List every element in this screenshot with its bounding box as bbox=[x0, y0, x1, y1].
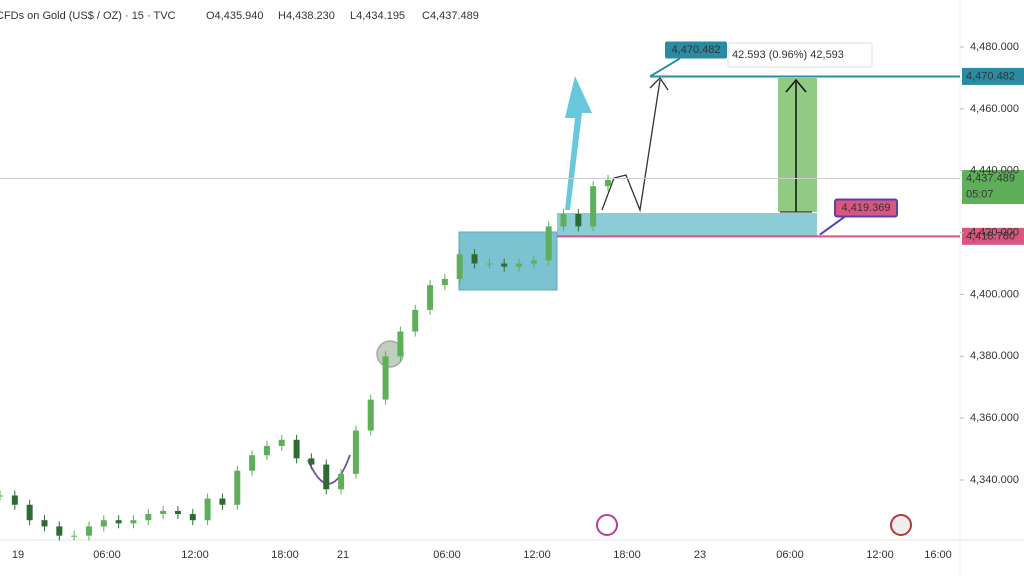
candle bbox=[352, 430, 359, 474]
ohlc-value: C4,437.489 bbox=[422, 10, 479, 22]
event-icon[interactable] bbox=[596, 514, 618, 536]
up-arrow bbox=[565, 76, 592, 210]
x-tick-label: 19 bbox=[12, 549, 24, 561]
candle bbox=[160, 510, 167, 515]
candle bbox=[397, 331, 404, 357]
candle bbox=[71, 535, 78, 537]
candle bbox=[293, 439, 300, 459]
candle bbox=[189, 514, 196, 521]
price-label: 4,470.482 bbox=[966, 70, 1015, 82]
candle bbox=[41, 520, 48, 527]
candle bbox=[382, 356, 389, 400]
candle bbox=[145, 514, 152, 521]
candle bbox=[367, 399, 374, 431]
ohlc-value: H4,438.230 bbox=[278, 10, 335, 22]
candle bbox=[516, 263, 523, 267]
x-tick-label: 06:00 bbox=[433, 549, 461, 561]
price-label: 4,437.489 bbox=[966, 172, 1015, 184]
candle bbox=[219, 498, 226, 505]
y-tick-label: 4,440.000 bbox=[970, 165, 1019, 177]
candle bbox=[471, 254, 478, 264]
target-tag: 4,470.482 bbox=[672, 44, 721, 56]
price-label-box bbox=[962, 67, 1024, 85]
x-tick-label: 12:00 bbox=[866, 549, 894, 561]
candle bbox=[11, 495, 18, 505]
chart-title: CFDs on Gold (US$ / OZ) · 15 · TVC bbox=[0, 10, 176, 22]
x-tick-label: 06:00 bbox=[93, 549, 121, 561]
candle bbox=[427, 285, 434, 310]
stop-tag-box bbox=[834, 198, 898, 218]
stop-tag-pointer bbox=[819, 215, 846, 236]
candle bbox=[456, 254, 463, 279]
candle bbox=[56, 526, 63, 536]
candle bbox=[590, 186, 597, 227]
x-tick-label: 16:00 bbox=[924, 549, 952, 561]
candle bbox=[26, 504, 33, 521]
y-tick-label: 4,360.000 bbox=[970, 412, 1019, 424]
candle bbox=[278, 439, 285, 446]
x-tick-label: 06:00 bbox=[776, 549, 804, 561]
x-tick-label: 18:00 bbox=[613, 549, 641, 561]
candle bbox=[323, 464, 330, 490]
candle bbox=[338, 473, 345, 490]
x-tick-label: 12:00 bbox=[181, 549, 209, 561]
countdown: 05:07 bbox=[966, 188, 994, 200]
ohlc-legend: O4,435.940 H4,438.230 L4,434.195 C4,437.489 bbox=[206, 10, 479, 22]
y-tick-label: 4,480.000 bbox=[970, 41, 1019, 53]
projection-arrow bbox=[649, 76, 669, 91]
candle bbox=[486, 263, 493, 265]
y-tick-label: 4,380.000 bbox=[970, 350, 1019, 362]
y-tick-label: 4,460.000 bbox=[970, 103, 1019, 115]
candle bbox=[560, 214, 567, 227]
price-label: 4,418.780 bbox=[966, 230, 1015, 242]
candle bbox=[501, 263, 508, 267]
candle bbox=[174, 510, 181, 515]
profit-zone bbox=[778, 78, 817, 212]
ohlc-value: O4,435.940 bbox=[206, 10, 264, 22]
entry-zone bbox=[557, 213, 817, 237]
stop-tag: 4,419.369 bbox=[842, 202, 891, 214]
candle bbox=[575, 214, 582, 227]
price-label-box bbox=[962, 227, 1024, 245]
projection-path bbox=[601, 79, 661, 213]
candle bbox=[204, 498, 211, 521]
measure-arrow-head bbox=[785, 78, 807, 93]
target-tag-pointer bbox=[649, 57, 681, 78]
candle bbox=[130, 520, 137, 524]
measure-label: 42.593 (0.96%) 42,593 bbox=[732, 49, 844, 61]
event-flag-icon[interactable] bbox=[890, 514, 912, 536]
candle bbox=[412, 309, 419, 332]
candle bbox=[85, 526, 92, 536]
x-tick-label: 12:00 bbox=[523, 549, 551, 561]
y-tick-label: 4,340.000 bbox=[970, 474, 1019, 486]
candle bbox=[545, 226, 552, 261]
ohlc-value: L4,434.195 bbox=[350, 10, 405, 22]
candle bbox=[0, 495, 3, 497]
x-tick-label: 21 bbox=[337, 549, 349, 561]
measure-box bbox=[727, 42, 873, 68]
candle bbox=[605, 179, 611, 187]
candle bbox=[441, 278, 448, 286]
candle bbox=[115, 520, 122, 524]
candle bbox=[308, 458, 315, 465]
x-tick-label: 23 bbox=[694, 549, 706, 561]
candle bbox=[234, 470, 241, 505]
candle bbox=[100, 520, 107, 527]
rounding-bottom bbox=[307, 454, 351, 485]
x-tick-label: 18:00 bbox=[271, 549, 299, 561]
candle bbox=[530, 260, 537, 264]
target-tag-box bbox=[665, 41, 727, 59]
candle bbox=[263, 445, 270, 456]
y-tick-label: 4,400.000 bbox=[970, 288, 1019, 300]
price-label-box bbox=[962, 169, 1024, 204]
candle bbox=[249, 455, 256, 471]
y-tick-label: 4,420.000 bbox=[970, 226, 1019, 238]
